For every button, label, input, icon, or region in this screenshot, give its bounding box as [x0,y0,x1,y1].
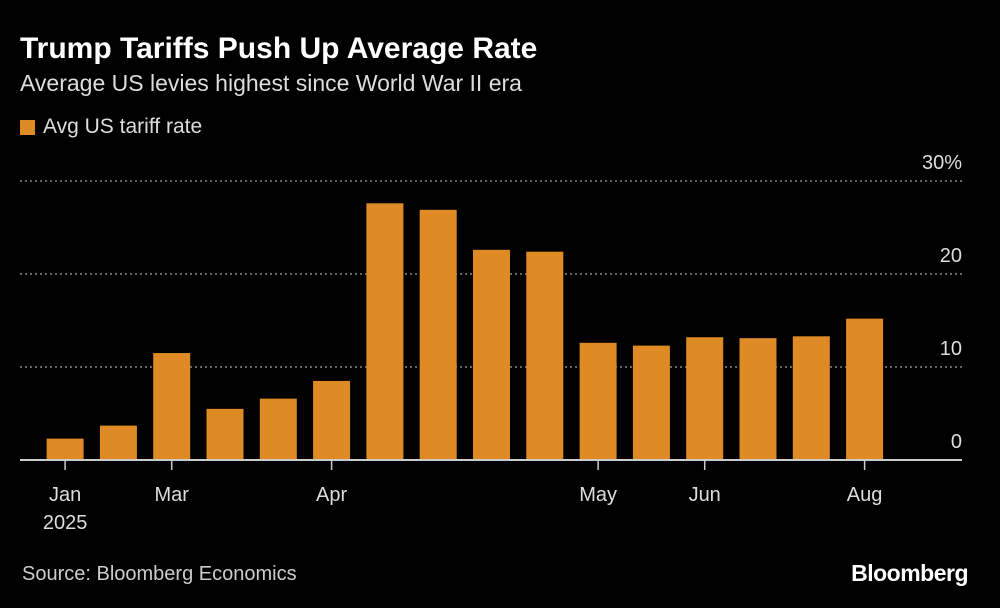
x-tick-label: Mar [154,484,189,506]
source-note: Source: Bloomberg Economics [22,563,297,585]
bar [473,249,510,460]
bar [419,209,457,460]
bloomberg-logo: Bloomberg [851,560,968,586]
bar [792,336,830,460]
legend-label: Avg US tariff rate [43,115,203,138]
bar [206,408,244,460]
bar [366,203,404,460]
legend: Avg US tariff rate [20,115,202,139]
bar [526,251,564,460]
bar [632,345,670,460]
y-tick-label: 20 [940,245,962,267]
bar [686,337,724,460]
x-tick-label: May [579,484,617,506]
bar [99,425,137,460]
y-tick-label: 30% [922,152,962,174]
x-tick-sublabel: 2025 [43,512,88,534]
bar [579,342,617,460]
x-tick-label: Jun [689,484,721,506]
chart-subtitle: Average US levies highest since World Wa… [20,70,522,96]
bar [313,380,351,460]
bar [46,438,84,460]
x-tick-label: Jan [49,484,81,506]
bar [846,318,884,460]
chart-title: Trump Tariffs Push Up Average Rate [20,32,538,65]
bar [153,353,191,460]
x-tick-label: Apr [316,484,347,506]
y-tick-label: 0 [951,431,962,453]
y-tick-label: 10 [940,338,962,360]
bar [259,398,297,460]
bar [739,338,777,460]
x-tick-label: Aug [847,484,883,506]
legend-swatch [20,119,35,135]
